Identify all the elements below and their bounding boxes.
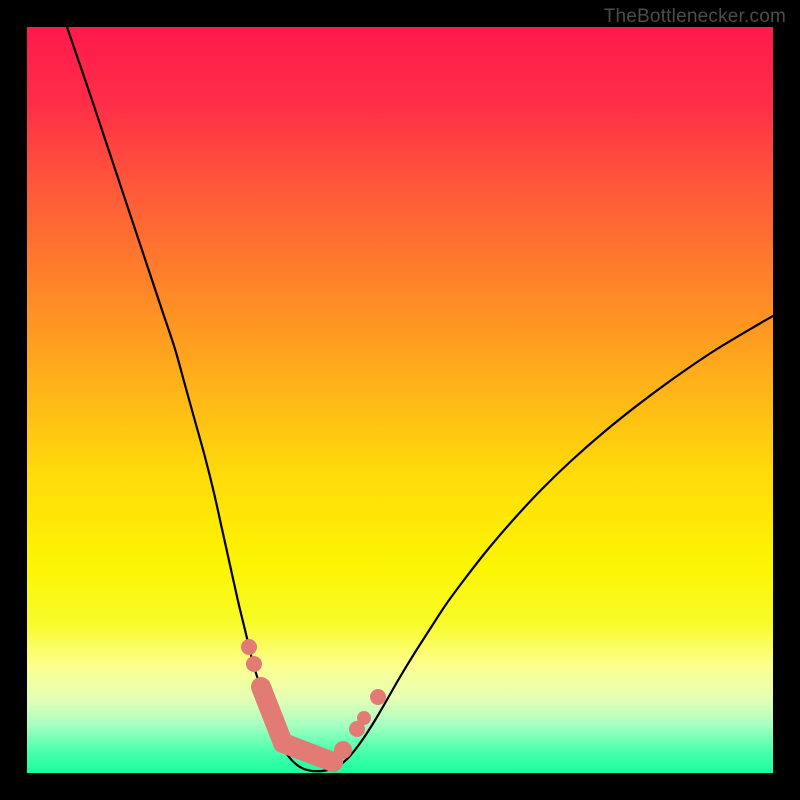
chart-plot-area	[27, 27, 773, 773]
curve-left	[67, 27, 312, 771]
data-markers	[241, 639, 386, 762]
bottleneck-curves	[27, 27, 773, 773]
watermark-text: TheBottlenecker.com	[604, 6, 786, 28]
